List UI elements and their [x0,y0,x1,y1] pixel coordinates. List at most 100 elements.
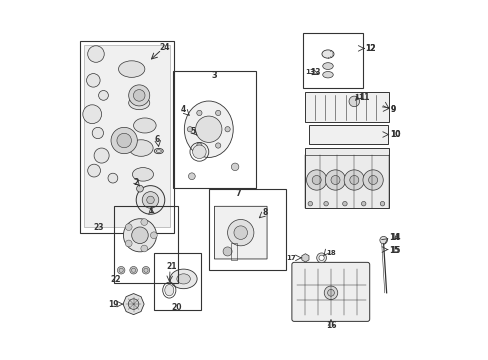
Circle shape [349,175,358,185]
Circle shape [141,245,147,252]
Text: 9: 9 [389,105,395,114]
Circle shape [223,247,232,256]
Ellipse shape [154,148,163,154]
Text: 10: 10 [389,130,400,139]
Text: 16: 16 [325,321,336,330]
Circle shape [87,46,104,62]
Ellipse shape [129,140,153,156]
Bar [153,253,200,310]
Circle shape [133,90,145,101]
Circle shape [150,232,157,239]
Circle shape [311,175,321,185]
Ellipse shape [132,168,153,181]
Text: 2: 2 [133,178,139,187]
Bar [113,206,177,283]
Circle shape [368,175,377,185]
Bar [302,33,362,88]
Text: 7: 7 [236,189,241,198]
Ellipse shape [118,61,144,77]
Text: 20: 20 [171,303,182,312]
Circle shape [344,170,364,190]
Circle shape [82,105,102,123]
Text: 23: 23 [93,223,103,232]
Text: 14: 14 [389,233,400,242]
Circle shape [348,96,359,107]
Bar [231,243,237,260]
Circle shape [215,143,221,148]
Circle shape [233,226,247,239]
Text: 5: 5 [190,127,195,136]
Circle shape [362,170,383,190]
Text: 13: 13 [309,68,320,77]
Circle shape [327,289,334,296]
Text: 15: 15 [389,246,400,255]
Text: 13: 13 [305,69,315,75]
Text: 10: 10 [389,130,400,139]
Circle shape [227,220,253,246]
Text: 6: 6 [154,135,160,144]
Circle shape [128,299,139,309]
Text: 21: 21 [165,262,176,271]
Text: 9: 9 [389,105,395,114]
Text: 22: 22 [110,275,121,284]
Circle shape [323,202,327,206]
Circle shape [112,136,121,145]
Bar [304,93,388,122]
Text: 17: 17 [286,255,296,261]
Circle shape [125,240,132,247]
Text: 12: 12 [365,44,375,53]
Text: 12: 12 [365,44,375,53]
Text: 14: 14 [388,233,399,242]
Circle shape [141,219,147,225]
Circle shape [196,143,202,148]
Circle shape [86,73,100,87]
Circle shape [361,202,365,206]
Circle shape [195,116,222,143]
Circle shape [318,255,324,261]
Circle shape [136,186,164,214]
Bar [83,45,170,227]
Circle shape [92,127,103,139]
Circle shape [111,127,137,154]
Ellipse shape [164,284,173,296]
Circle shape [380,202,384,206]
Circle shape [379,237,386,244]
Circle shape [330,175,339,185]
Bar [304,148,388,208]
Circle shape [108,173,118,183]
Circle shape [99,90,108,100]
Circle shape [307,202,312,206]
Circle shape [188,173,195,180]
FancyBboxPatch shape [214,206,266,259]
Circle shape [342,202,346,206]
Text: 19: 19 [108,300,118,309]
Circle shape [187,127,192,132]
Circle shape [224,127,230,132]
Circle shape [231,163,238,171]
Ellipse shape [177,274,190,284]
Text: 3: 3 [211,71,217,80]
Circle shape [306,170,326,190]
Ellipse shape [322,72,332,78]
Circle shape [117,133,131,148]
Circle shape [94,148,109,163]
Text: 15: 15 [388,246,399,255]
Circle shape [129,266,137,274]
Ellipse shape [128,96,149,110]
Bar [80,41,173,233]
Ellipse shape [184,101,233,157]
Ellipse shape [322,63,332,69]
Text: 11: 11 [359,93,369,102]
Circle shape [215,110,221,116]
Ellipse shape [321,50,333,58]
Bar [208,189,285,270]
Bar [173,71,255,188]
Circle shape [146,196,154,204]
Circle shape [131,227,148,244]
Bar [308,126,387,144]
Circle shape [87,164,100,177]
Text: 24: 24 [159,43,170,52]
Ellipse shape [170,269,197,289]
Circle shape [324,286,337,300]
Circle shape [316,253,326,263]
